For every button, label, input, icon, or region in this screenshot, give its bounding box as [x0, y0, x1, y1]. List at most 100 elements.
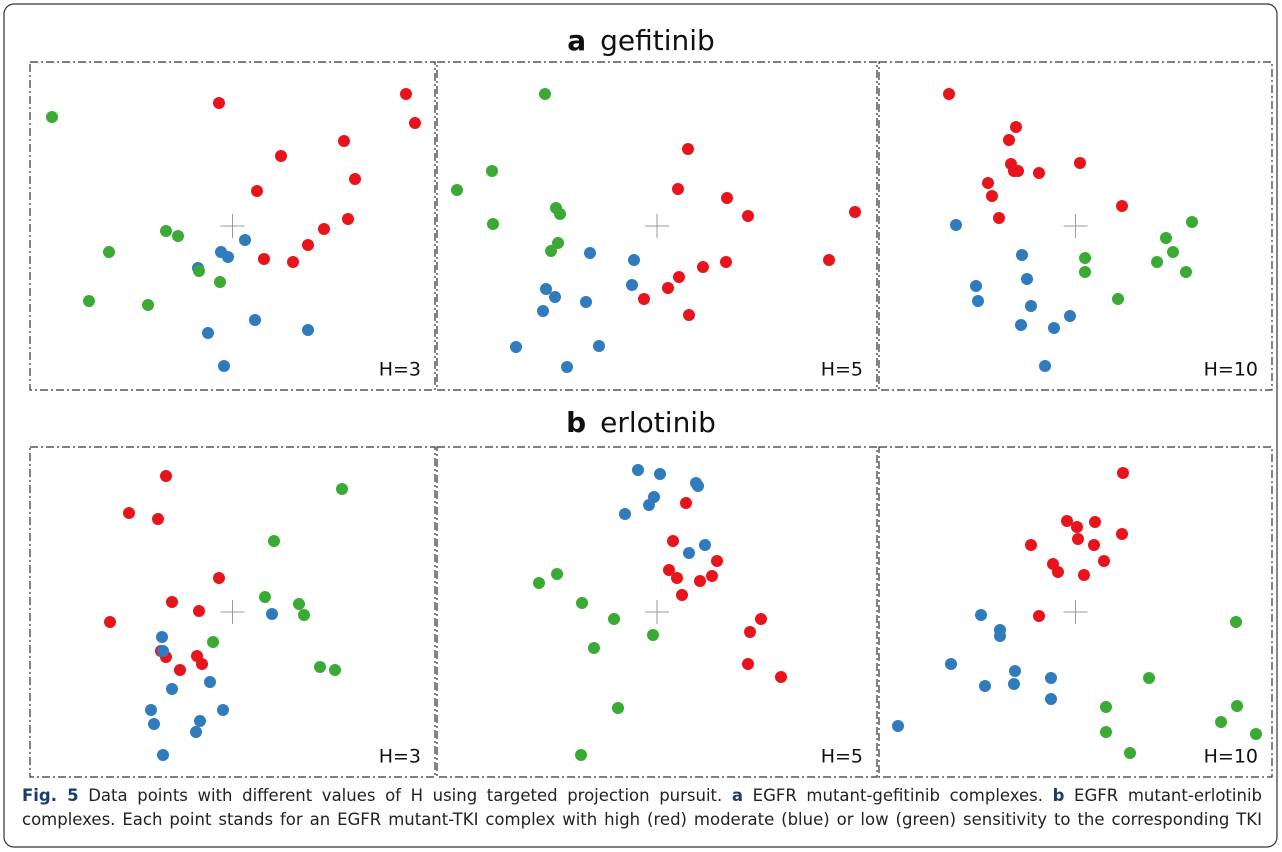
data-point [1025, 300, 1037, 312]
panel-annotation: H=3 [379, 746, 421, 768]
data-point [993, 212, 1005, 224]
caption-part: b [1052, 786, 1065, 805]
data-point [945, 658, 957, 670]
data-point [213, 97, 225, 109]
data-point [157, 645, 169, 657]
data-point [706, 570, 718, 582]
data-point [103, 246, 115, 258]
data-point [251, 185, 263, 197]
section-label: a [567, 24, 586, 57]
data-point [193, 265, 205, 277]
data-point [275, 150, 287, 162]
panel-annotation: H=10 [1204, 359, 1258, 381]
data-point [293, 598, 305, 610]
data-point [979, 680, 991, 692]
data-point [742, 658, 754, 670]
data-point [157, 749, 169, 761]
data-point [190, 726, 202, 738]
data-point [1116, 200, 1128, 212]
data-point [643, 499, 655, 511]
data-point [194, 715, 206, 727]
data-point [204, 676, 216, 688]
data-point [1003, 134, 1015, 146]
data-point [166, 683, 178, 695]
data-point [1117, 467, 1129, 479]
data-point [207, 636, 219, 648]
data-point [970, 280, 982, 292]
section-label: b [566, 406, 586, 439]
data-point [1033, 167, 1045, 179]
data-point [755, 613, 767, 625]
data-point [612, 702, 624, 714]
data-point [775, 671, 787, 683]
data-point [409, 117, 421, 129]
data-point [994, 630, 1006, 642]
data-point [663, 564, 675, 576]
data-point [1079, 252, 1091, 264]
data-point [1072, 533, 1084, 545]
data-point [1010, 121, 1022, 133]
panel-frame [436, 61, 878, 391]
data-point [302, 239, 314, 251]
data-point [673, 271, 685, 283]
data-point [1039, 360, 1051, 372]
data-point [1008, 165, 1020, 177]
data-point [217, 704, 229, 716]
panel-frame [878, 446, 1273, 778]
data-point [287, 256, 299, 268]
data-point [487, 218, 499, 230]
data-point [152, 513, 164, 525]
data-point [148, 718, 160, 730]
data-point [742, 210, 754, 222]
data-point [1143, 672, 1155, 684]
data-point [160, 470, 172, 482]
data-point [510, 341, 522, 353]
data-point [202, 327, 214, 339]
data-point [1151, 256, 1163, 268]
data-point [160, 225, 172, 237]
data-point [1074, 157, 1086, 169]
data-point [683, 309, 695, 321]
center-cross [645, 214, 669, 238]
data-point [697, 261, 709, 273]
data-point [156, 631, 168, 643]
center-cross [1063, 600, 1088, 624]
data-point [338, 135, 350, 147]
data-point [486, 165, 498, 177]
data-point [214, 276, 226, 288]
center-cross [220, 600, 245, 624]
data-point [638, 293, 650, 305]
data-point [213, 572, 225, 584]
data-point [1180, 266, 1192, 278]
panel-annotation: H=3 [379, 359, 421, 381]
data-point [721, 192, 733, 204]
data-point [1098, 555, 1110, 567]
data-point [1061, 515, 1073, 527]
data-point [982, 177, 994, 189]
data-point [239, 234, 251, 246]
data-point [1250, 728, 1262, 740]
data-point [943, 88, 955, 100]
data-point [588, 642, 600, 654]
data-point [266, 608, 278, 620]
data-point [849, 206, 861, 218]
data-point [1033, 610, 1045, 622]
data-point [533, 577, 545, 589]
data-point [552, 237, 564, 249]
data-point [647, 629, 659, 641]
data-point [711, 555, 723, 567]
data-point [554, 208, 566, 220]
data-point [1071, 521, 1083, 533]
data-point [823, 254, 835, 266]
figure-border [3, 3, 1278, 848]
data-point [451, 184, 463, 196]
data-point [1231, 700, 1243, 712]
data-point [222, 251, 234, 263]
data-point [104, 616, 116, 628]
data-point [584, 247, 596, 259]
caption-part: Data points with different values of H u… [78, 786, 732, 805]
data-point [672, 183, 684, 195]
data-point [1230, 616, 1242, 628]
data-point [1025, 539, 1037, 551]
data-point [580, 296, 592, 308]
